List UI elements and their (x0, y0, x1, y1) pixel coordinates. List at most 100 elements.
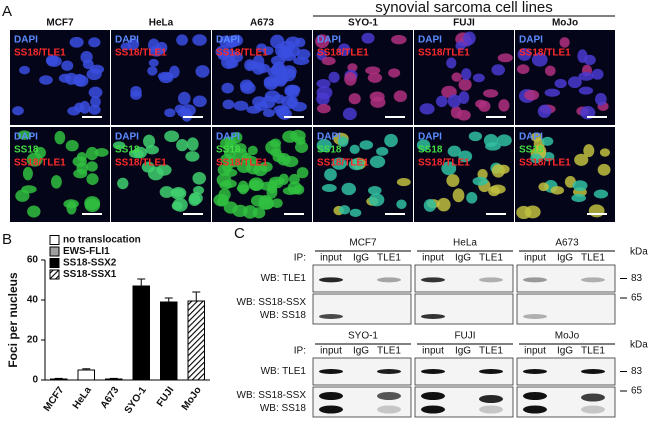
legend-label: no translocation (63, 235, 141, 246)
stain-label: SS18 (14, 145, 39, 156)
legend-swatch (49, 258, 60, 268)
lane-label: TLE1 (581, 346, 605, 357)
nucleus (90, 96, 101, 108)
nucleus (133, 146, 147, 159)
nucleus (324, 168, 337, 181)
nucleus (22, 166, 33, 181)
nucleus (284, 84, 301, 95)
lane-label: input (524, 253, 546, 264)
nucleus (271, 198, 283, 208)
nucleus (186, 137, 199, 151)
nucleus (331, 157, 347, 170)
units: kDa (630, 247, 648, 258)
nucleus (578, 86, 594, 95)
cell-line: SYO-1 (348, 331, 378, 342)
band (319, 405, 343, 414)
nucleus (89, 64, 105, 75)
stain-label: SS18/TLE1 (115, 158, 167, 169)
blot (312, 293, 412, 325)
nucleus (171, 188, 185, 198)
stain-label: DAPI (317, 35, 341, 46)
nucleus (368, 185, 382, 196)
blot (414, 293, 514, 325)
lane-label: IgG (557, 346, 573, 357)
stain-label: DAPI (14, 35, 38, 46)
nucleus (147, 66, 158, 76)
nucleus (219, 180, 232, 190)
bar (105, 378, 123, 381)
column-label: MoJo (552, 18, 578, 29)
band (319, 392, 343, 400)
panel-label: A (2, 3, 12, 20)
nucleus (458, 150, 473, 163)
nucleus (321, 56, 336, 66)
nucleus (376, 146, 389, 156)
band (319, 369, 343, 374)
nucleus (171, 201, 183, 211)
band (421, 277, 445, 283)
nucleus (17, 130, 32, 140)
band (319, 277, 343, 283)
nucleus (341, 182, 357, 196)
nucleus (388, 68, 401, 78)
nucleus (588, 204, 605, 218)
nucleus (21, 185, 37, 194)
nucleus (530, 153, 542, 164)
error-bar (54, 377, 63, 379)
blot (516, 264, 616, 293)
nucleus (347, 63, 358, 72)
lane-label: input (524, 346, 546, 357)
nucleus (247, 145, 258, 156)
units: kDa (630, 340, 648, 351)
lane-label: input (422, 346, 444, 357)
nucleus (64, 72, 78, 85)
band (421, 405, 445, 414)
stain-label: DAPI (14, 132, 38, 143)
nucleus (491, 164, 505, 178)
nucleus (544, 88, 561, 97)
y-axis-label: Foci per nucleus (6, 272, 20, 368)
nucleus (79, 100, 91, 114)
nucleus (282, 155, 299, 168)
bar (132, 285, 150, 381)
nucleus (461, 68, 472, 81)
nucleus (339, 205, 351, 215)
stain-label: DAPI (418, 132, 442, 143)
lane-label: IgG (557, 253, 573, 264)
stain-label: SS18/TLE1 (317, 158, 369, 169)
nucleus (54, 130, 66, 145)
lane-label: IgG (455, 253, 471, 264)
nucleus (559, 37, 570, 48)
nucleus (396, 199, 407, 210)
nucleus (524, 89, 540, 101)
nucleus (321, 184, 337, 193)
nucleus (88, 37, 101, 48)
lane-label: input (320, 346, 342, 357)
nucleus (233, 100, 249, 111)
nucleus (230, 51, 243, 63)
nucleus (466, 192, 478, 204)
nucleus (593, 189, 609, 199)
nucleus (193, 185, 205, 195)
nucleus (192, 34, 207, 46)
nucleus (436, 95, 448, 108)
legend-label: SS18-SSX2 (63, 258, 117, 269)
column-label: MCF7 (46, 18, 74, 29)
stain-label: SS18/TLE1 (216, 158, 268, 169)
nucleus (74, 74, 89, 87)
nucleus (39, 75, 53, 85)
stain-label: SS18 (115, 145, 140, 156)
nucleus (88, 104, 101, 115)
nucleus (65, 140, 79, 152)
nucleus (458, 91, 470, 105)
nucleus (177, 91, 191, 105)
nucleus (538, 182, 549, 192)
nucleus (277, 46, 293, 59)
cell-line: FUJI (454, 331, 475, 342)
nucleus (231, 132, 243, 144)
nucleus (296, 167, 309, 179)
nucleus (496, 134, 512, 147)
band (523, 277, 547, 283)
x-tick-label: SYO-1 (123, 385, 149, 416)
